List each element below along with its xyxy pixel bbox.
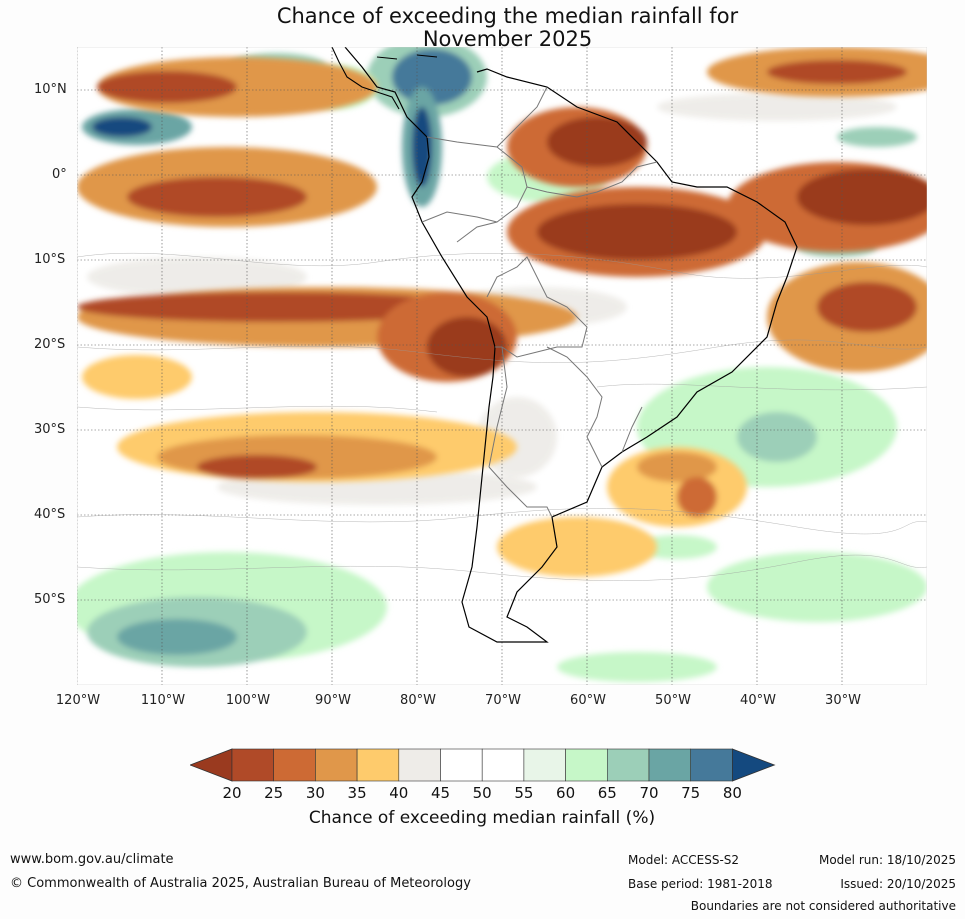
colorbar-tick-label: 30 [305,784,325,802]
colorbar-tick-label: 40 [389,784,409,802]
footer-issued: Issued: 20/10/2025 [840,877,956,891]
colorbar-cell [523,748,566,782]
lon-label-60w: 60°W [570,693,606,708]
colorbar-tick-label: 55 [514,784,534,802]
colorbar-cell [606,748,650,782]
colorbar-tick-label: 35 [347,784,367,802]
lon-label-40w: 40°W [740,693,776,708]
colorbar-cell [398,748,441,782]
lat-label-40s: 40°S [34,507,66,522]
footer-model-run: Model run: 18/10/2025 [818,853,956,867]
colorbar [190,748,776,782]
title-line-2: November 2025 [422,27,593,51]
colorbar-tick-label: 80 [722,784,742,802]
lon-label-90w: 90°W [315,693,351,708]
dry-patches [77,47,927,577]
colorbar-tick-label: 60 [556,784,576,802]
wet-patches [77,47,927,682]
colorbar-arrow-low [190,748,233,782]
colorbar-cell [231,748,275,782]
colorbar-cell [565,748,608,782]
lat-label-20s: 20°S [34,337,66,352]
colorbar-cell [648,748,692,782]
colorbar-label: Chance of exceeding median rainfall (%) [308,808,656,828]
footer-model: Model: ACCESS-S2 [628,853,740,867]
colorbar-cell [356,748,400,782]
colorbar-cell [273,748,316,782]
lon-label-100w: 100°W [225,693,271,708]
footer-copyright: © Commonwealth of Australia 2025, Austra… [10,876,471,891]
colorbar-cell [440,748,483,782]
colorbar-cell [690,748,733,782]
map-canvas [77,47,927,685]
graticule [77,47,927,685]
colorbar-tick-label: 45 [430,784,451,802]
lon-label-110w: 110°W [140,693,186,708]
map-title: Chance of exceeding the median rainfall … [0,5,965,51]
colorbar-arrow-high [732,748,776,782]
colorbar-tick-label: 50 [472,784,492,802]
colorbar-tick-label: 20 [222,784,242,802]
colorbar-cell [481,748,525,782]
colorbar-tick-label: 25 [264,784,284,802]
lon-label-50w: 50°W [655,693,691,708]
lon-label-30w: 30°W [825,693,861,708]
colorbar-tick-label: 70 [639,784,659,802]
lon-label-70w: 70°W [485,693,521,708]
country-borders [421,86,658,518]
south-america-coastline [344,47,798,643]
colorbar-cell [315,748,358,782]
lat-label-10n: 10°N [34,82,67,97]
lat-label-30s: 30°S [34,422,66,437]
lat-label-0: 0° [52,167,67,182]
central-america-coastline [331,47,400,110]
contour-lines [77,252,927,581]
rainfall-map [77,47,927,685]
lon-label-80w: 80°W [400,693,436,708]
lon-label-120w: 120°W [55,693,101,708]
footer-url[interactable]: www.bom.gov.au/climate [10,852,174,867]
footer-base-period: Base period: 1981-2018 [628,877,773,891]
title-line-1: Chance of exceeding the median rainfall … [276,4,739,28]
caribbean-islands [376,54,438,60]
colorbar-tick-label: 75 [681,784,701,802]
footer-disclaimer: Boundaries are not considered authoritat… [690,899,956,913]
lat-label-10s: 10°S [34,252,66,267]
lat-label-50s: 50°S [34,592,66,607]
colorbar-tick-label: 65 [597,784,617,802]
